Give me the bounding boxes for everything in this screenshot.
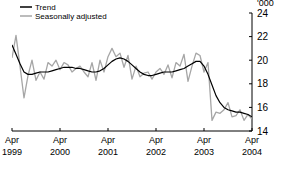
- x-tick-label-part: 2002: [146, 147, 166, 157]
- x-tick-label: Apr 2001: [98, 135, 118, 157]
- x-tick-label-part: Apr: [245, 135, 259, 145]
- x-tick-label: Apr 1999: [2, 135, 22, 157]
- y-tick-label: 22: [257, 31, 269, 42]
- y-tick-label: 20: [257, 55, 269, 66]
- x-tick-label-part: 2001: [98, 147, 118, 157]
- legend-label: Trend: [35, 3, 56, 12]
- y-tick-label: 16: [257, 102, 269, 113]
- chart: 141618202224'000Apr1999Apr2000Apr2001Apr…: [0, 0, 283, 170]
- x-tick-label-part: Apr: [197, 135, 211, 145]
- x-tick-label-part: 2000: [50, 147, 70, 157]
- x-axis: [12, 131, 252, 132]
- y-tick: [249, 36, 252, 37]
- x-tick-label: Apr 2004: [242, 135, 262, 157]
- legend-swatch: [20, 6, 32, 8]
- x-tick-label-part: 2003: [194, 147, 214, 157]
- x-tick: [204, 128, 205, 131]
- x-tick-label: Apr 2002: [146, 135, 166, 157]
- y-axis-label: '000: [257, 0, 274, 8]
- x-tick-label-part: Apr: [101, 135, 115, 145]
- y-tick: [249, 60, 252, 61]
- y-axis: [252, 13, 253, 131]
- x-tick: [252, 128, 253, 131]
- series-line: [12, 45, 252, 117]
- y-tick: [249, 13, 252, 14]
- x-tick-label: Apr 2003: [194, 135, 214, 157]
- legend-label: Seasonally adjusted: [35, 12, 107, 21]
- y-tick-label: 18: [257, 78, 269, 89]
- x-tick-label: Apr 2000: [50, 135, 70, 157]
- x-tick-label-part: Apr: [5, 135, 19, 145]
- y-tick: [249, 107, 252, 108]
- x-tick-label-part: 2004: [242, 147, 262, 157]
- legend-swatch: [20, 15, 32, 17]
- y-tick: [249, 83, 252, 84]
- x-tick: [156, 128, 157, 131]
- series-line: [12, 35, 252, 120]
- x-tick: [60, 128, 61, 131]
- x-tick: [108, 128, 109, 131]
- x-tick-label-part: Apr: [149, 135, 163, 145]
- y-tick-label: 24: [257, 8, 269, 19]
- x-tick: [12, 128, 13, 131]
- x-tick-label-part: 1999: [2, 147, 22, 157]
- plot-area: [12, 35, 252, 120]
- x-tick-label-part: Apr: [53, 135, 67, 145]
